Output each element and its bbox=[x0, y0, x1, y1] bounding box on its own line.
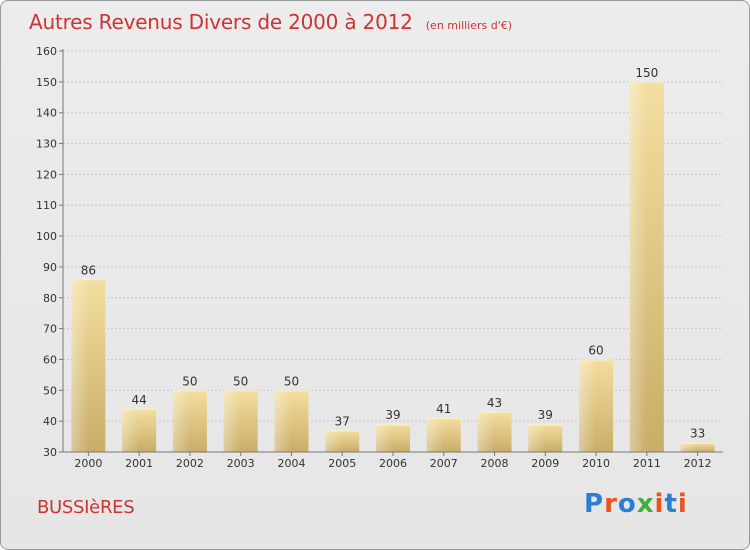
y-tick-label: 110 bbox=[36, 199, 57, 212]
logo-letter: i bbox=[654, 489, 665, 519]
bar-highlight bbox=[223, 390, 241, 452]
chart-subtitle: (en milliers d'€) bbox=[425, 19, 513, 32]
value-label: 41 bbox=[436, 402, 451, 416]
grid-layer bbox=[63, 50, 723, 453]
bar-highlight bbox=[426, 418, 444, 452]
value-label: 50 bbox=[182, 374, 197, 388]
bar-highlight bbox=[122, 408, 140, 452]
value-label: 39 bbox=[538, 408, 553, 422]
value-label: 60 bbox=[588, 343, 603, 357]
value-label: 86 bbox=[81, 263, 96, 277]
x-tick-label: 2003 bbox=[227, 457, 255, 470]
value-label: 44 bbox=[132, 393, 147, 407]
logo-letter: o bbox=[617, 489, 637, 519]
value-label: 37 bbox=[335, 414, 350, 428]
y-tick-label: 30 bbox=[43, 446, 57, 459]
x-tick-label: 2010 bbox=[582, 457, 610, 470]
logo-letter: P bbox=[584, 489, 605, 519]
bar-highlight bbox=[325, 430, 343, 452]
y-tick-label: 70 bbox=[43, 323, 57, 336]
bar-highlight bbox=[680, 442, 698, 452]
x-tick-label: 2008 bbox=[481, 457, 509, 470]
y-tick-label: 40 bbox=[43, 415, 57, 428]
y-tick-label: 50 bbox=[43, 384, 57, 397]
bar-highlight bbox=[376, 424, 393, 452]
y-tick-label: 100 bbox=[36, 230, 57, 243]
bars-layer: 86 44 50 50 50 37 39 41 43 39 60 150 33 bbox=[71, 66, 715, 452]
value-label: 43 bbox=[487, 396, 502, 410]
y-tick-label: 90 bbox=[43, 261, 57, 274]
bar-highlight bbox=[172, 390, 190, 452]
x-tick-label: 2006 bbox=[379, 457, 407, 470]
value-label: 150 bbox=[635, 66, 658, 80]
logo-letter: r bbox=[604, 489, 618, 519]
x-tick-label: 2002 bbox=[176, 457, 204, 470]
y-tick-label: 80 bbox=[43, 292, 57, 305]
bar-highlight bbox=[528, 424, 546, 452]
x-tick-label: 2000 bbox=[74, 457, 102, 470]
value-label: 39 bbox=[385, 408, 400, 422]
x-tick-label: 2001 bbox=[125, 457, 153, 470]
logo-letter: t bbox=[664, 489, 678, 519]
x-tick-label: 2009 bbox=[531, 457, 559, 470]
y-tick-label: 60 bbox=[43, 353, 57, 366]
bar-highlight bbox=[477, 411, 495, 452]
bar-highlight bbox=[71, 279, 89, 452]
commune-name: BUSSIèRES bbox=[37, 497, 135, 518]
y-tick-label: 130 bbox=[36, 138, 57, 151]
bar-highlight bbox=[629, 81, 647, 452]
x-tick-label: 2007 bbox=[430, 457, 458, 470]
x-tick-label: 2005 bbox=[328, 457, 356, 470]
proxiti-logo[interactable]: Proxiti bbox=[584, 489, 688, 519]
y-tick-label: 160 bbox=[36, 45, 57, 58]
x-tick-label: 2011 bbox=[633, 457, 661, 470]
chart-title: Autres Revenus Divers de 2000 à 2012 bbox=[29, 10, 413, 34]
value-label: 50 bbox=[233, 374, 248, 388]
y-tick-label: 140 bbox=[36, 107, 57, 120]
value-label: 33 bbox=[690, 427, 705, 441]
bar-highlight bbox=[274, 390, 292, 452]
logo-letter: i bbox=[677, 489, 688, 519]
logo-letter: x bbox=[636, 489, 655, 519]
axis-layer: 30 40 50 60 70 80 90 100 110 120 130 140 150 160 2000 2… bbox=[36, 45, 723, 470]
x-tick-label: 2004 bbox=[277, 457, 305, 470]
title-row: Autres Revenus Divers de 2000 à 2012 (en… bbox=[29, 10, 512, 34]
x-tick-label: 2012 bbox=[684, 457, 712, 470]
value-label: 50 bbox=[284, 374, 299, 388]
y-tick-label: 150 bbox=[36, 76, 57, 89]
bar-highlight bbox=[579, 359, 597, 452]
y-tick-label: 120 bbox=[36, 168, 57, 181]
